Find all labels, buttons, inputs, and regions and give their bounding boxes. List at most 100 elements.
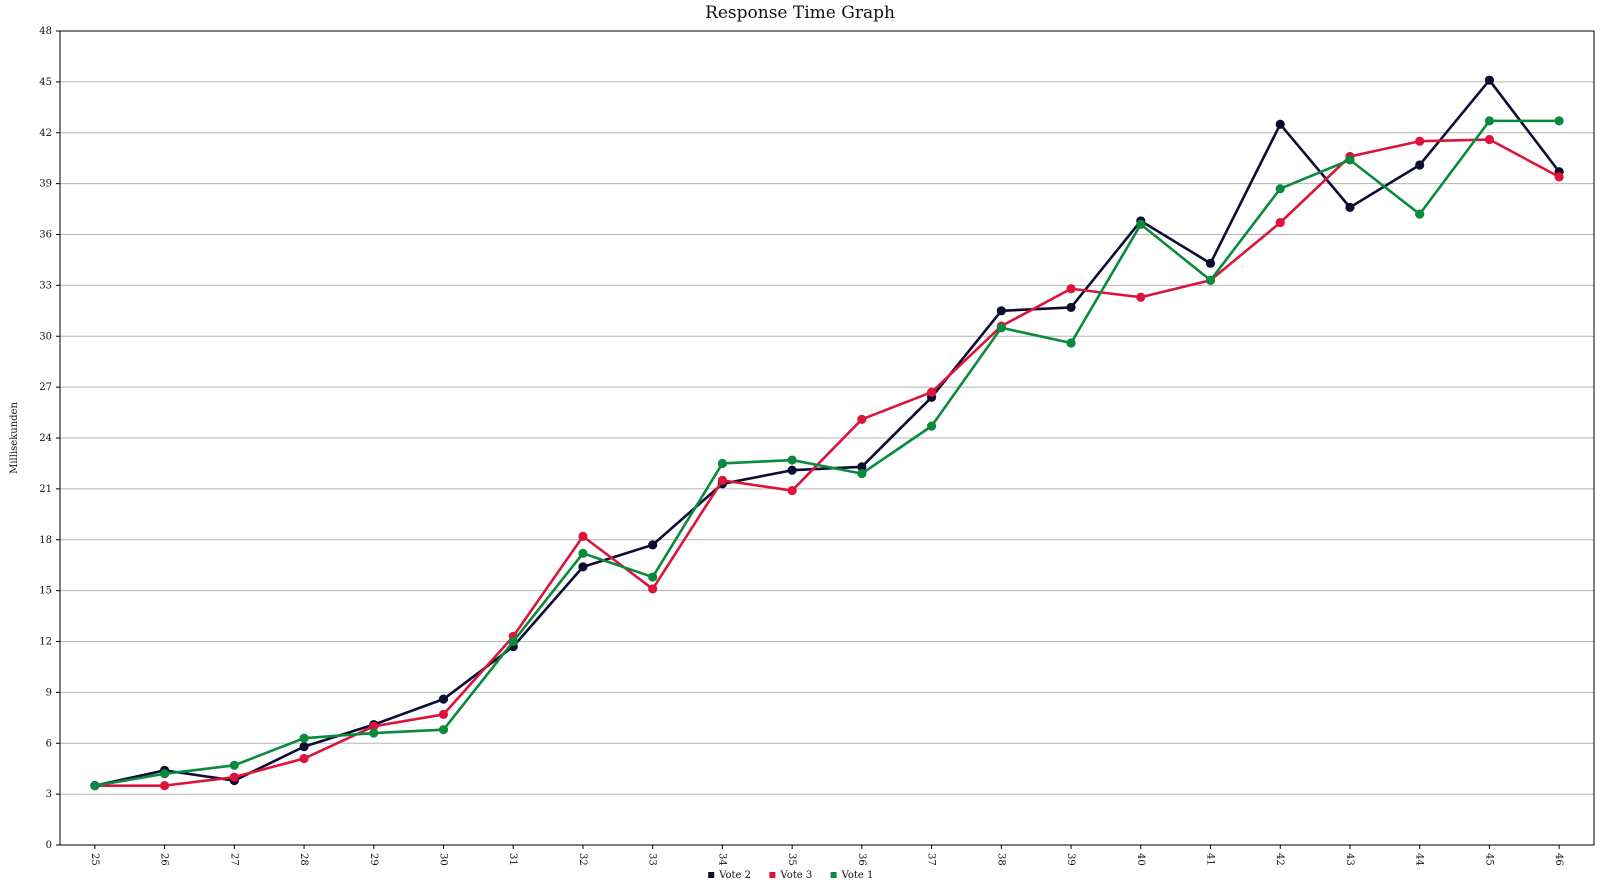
x-tick-label: 32 — [577, 853, 588, 866]
series-line — [94, 119, 1560, 787]
x-tick-label: 33 — [647, 853, 658, 866]
data-point — [787, 485, 797, 496]
legend-swatch — [769, 872, 776, 878]
data-point — [648, 584, 658, 594]
data-point — [1066, 302, 1076, 313]
y-tick-label: 27 — [39, 382, 52, 393]
y-tick-label: 33 — [39, 280, 52, 291]
grid-lines — [60, 81, 1594, 795]
data-point — [1136, 292, 1146, 302]
x-tick-label: 29 — [368, 853, 379, 866]
data-point — [299, 742, 309, 752]
data-point — [1345, 155, 1355, 165]
data-point — [1066, 338, 1076, 348]
data-point — [1275, 184, 1285, 194]
x-tick-label: 27 — [228, 853, 239, 866]
x-tick-label: 42 — [1274, 853, 1285, 866]
x-tick-label: 40 — [1135, 853, 1146, 866]
data-point — [369, 728, 379, 738]
legend-label: Vote 1 — [841, 870, 874, 881]
y-tick-label: 30 — [39, 331, 52, 342]
data-point — [648, 540, 658, 550]
data-point — [438, 725, 449, 735]
data-point — [1415, 136, 1425, 146]
data-point — [996, 323, 1006, 333]
y-tick-label: 9 — [46, 687, 52, 698]
x-tick-label: 35 — [786, 853, 797, 866]
x-tick-label: 25 — [89, 853, 100, 866]
x-tick-label: 37 — [926, 853, 937, 866]
legend-item: Vote 2 — [708, 870, 751, 881]
x-tick-label: 45 — [1483, 853, 1494, 866]
data-point — [857, 414, 867, 424]
y-tick-label: 6 — [46, 738, 52, 749]
data-point — [1275, 119, 1285, 129]
y-tick-label: 48 — [39, 26, 52, 37]
data-point — [1275, 218, 1285, 228]
legend-item: Vote 1 — [830, 870, 874, 881]
data-point — [787, 455, 797, 465]
y-tick-label: 15 — [39, 586, 52, 597]
x-tick-label: 38 — [995, 853, 1006, 866]
series-line — [94, 138, 1560, 787]
series-vote-2 — [90, 75, 1564, 791]
legend-swatch — [708, 872, 715, 878]
y-tick-label: 36 — [39, 230, 52, 241]
data-point — [1484, 75, 1495, 85]
data-point — [578, 531, 588, 541]
series-layer — [90, 75, 1564, 791]
data-point — [1554, 172, 1564, 182]
data-point — [578, 562, 588, 572]
x-tick-label: 28 — [298, 853, 309, 866]
data-point — [508, 636, 518, 647]
data-point — [717, 458, 728, 469]
x-tick-label: 30 — [438, 853, 449, 866]
data-point — [369, 721, 379, 731]
y-axis-title: Millisekunden — [9, 402, 20, 474]
y-tick-label: 45 — [39, 77, 52, 88]
y-tick-label: 24 — [39, 433, 52, 444]
data-point — [1345, 202, 1355, 212]
data-point — [299, 753, 309, 764]
x-tick-label: 44 — [1414, 853, 1425, 866]
x-tick-label: 43 — [1344, 853, 1355, 866]
data-point — [229, 760, 239, 770]
legend-label: Vote 3 — [779, 870, 812, 881]
y-tick-label: 0 — [46, 840, 52, 851]
data-point — [857, 462, 867, 472]
y-tick-label: 21 — [39, 484, 52, 495]
data-point — [299, 733, 309, 743]
legend-item: Vote 3 — [769, 870, 812, 881]
x-tick-label: 41 — [1205, 853, 1216, 866]
data-point — [1484, 116, 1495, 126]
legend-swatch — [830, 872, 837, 878]
data-point — [1136, 219, 1146, 229]
y-tick-label: 42 — [39, 128, 52, 139]
data-point — [438, 709, 449, 720]
chart-title: Response Time Graph — [705, 3, 895, 23]
legend-label: Vote 2 — [718, 870, 751, 881]
data-point — [996, 306, 1006, 316]
legend: Vote 2 Vote 3 Vote 1 — [708, 870, 873, 881]
data-point — [159, 781, 170, 791]
x-tick-label: 34 — [716, 853, 727, 866]
y-tick-label: 12 — [39, 637, 52, 648]
x-tick-label: 31 — [507, 853, 518, 866]
data-point — [1205, 258, 1216, 268]
data-point — [857, 469, 867, 479]
y-tick-label: 39 — [39, 179, 52, 190]
data-point — [159, 769, 170, 779]
data-point — [578, 548, 588, 558]
data-point — [648, 572, 658, 582]
data-point — [926, 387, 937, 397]
x-tick-label: 39 — [1065, 853, 1076, 866]
y-tick-label: 18 — [39, 535, 52, 546]
data-point — [717, 475, 728, 485]
data-point — [1484, 134, 1495, 145]
data-point — [438, 694, 449, 704]
data-point — [787, 465, 797, 475]
data-point — [90, 781, 100, 791]
x-tick-label: 36 — [856, 853, 867, 866]
